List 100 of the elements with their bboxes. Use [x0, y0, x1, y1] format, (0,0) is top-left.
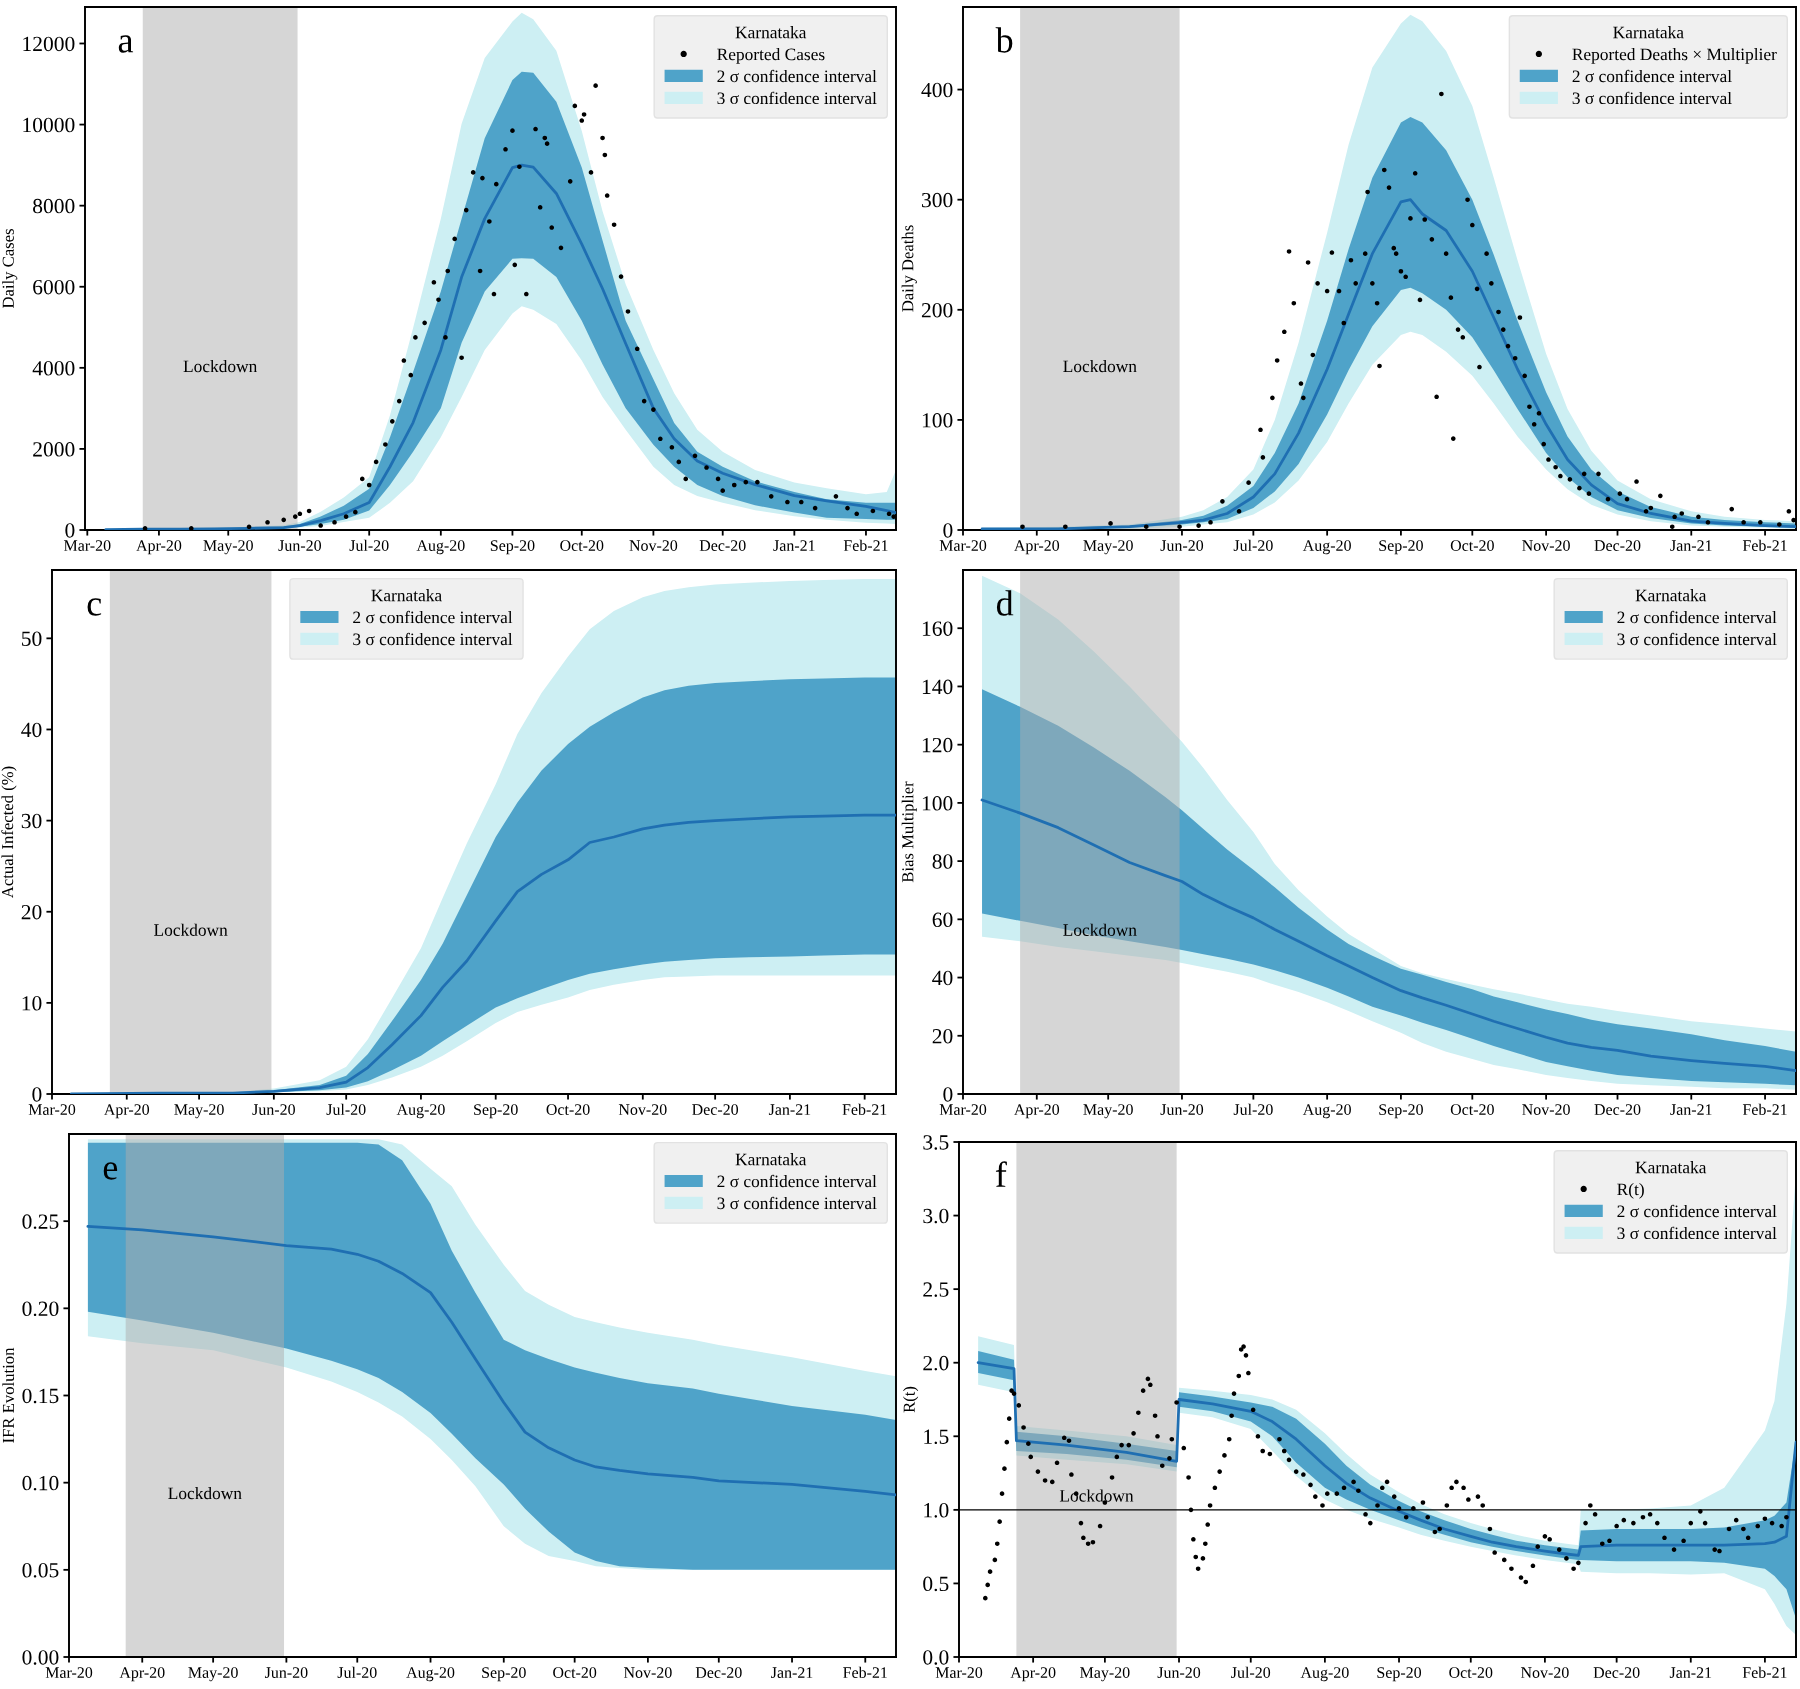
y-tick-label: 1.5 [924, 1429, 949, 1445]
y-tick-label: 6000 [33, 279, 75, 295]
x-tick-label: Nov-20 [618, 1104, 667, 1115]
y-tick-label: 100 [922, 796, 953, 811]
x-tick-label: Oct-20 [1450, 1104, 1494, 1115]
x-tick-label: Dec-20 [695, 1667, 742, 1678]
y-tick-label: 30 [21, 813, 42, 829]
x-tick-label: May-20 [1083, 540, 1133, 555]
x-tick-label: Aug-20 [396, 1104, 445, 1119]
legend-label: 3 σ confidence interval [717, 91, 877, 105]
x-tick-label: Jul-20 [326, 1103, 366, 1115]
x-tick-label: Jun-20 [1160, 1104, 1204, 1115]
legend-label: Reported Cases [717, 48, 825, 64]
x-tick-label: May-20 [174, 1104, 224, 1119]
x-tick-label: Aug-20 [1302, 540, 1351, 555]
legend-label: 3 σ confidence interval [1617, 1226, 1777, 1240]
y-tick-label: 140 [922, 679, 953, 695]
x-tick-label: Jul-20 [1231, 1666, 1271, 1678]
x-tick-label: Jan-21 [1670, 540, 1712, 551]
x-tick-label: Mar-20 [935, 1667, 983, 1678]
y-tick-label: 8000 [33, 198, 75, 214]
y-tick-label: 50 [22, 631, 42, 647]
y-tick-label: 0 [65, 523, 75, 538]
y-tick-label: 10000 [23, 117, 75, 133]
legend-label: Reported Deaths × Multiplier [1572, 48, 1777, 64]
annotation: b [995, 27, 1013, 53]
x-tick-label: Jun-20 [264, 1667, 308, 1678]
x-tick-label: Aug-20 [1300, 1667, 1349, 1682]
x-tick-label: Feb-21 [1742, 1103, 1787, 1115]
x-tick-label: Mar-20 [939, 540, 987, 551]
x-tick-label: Dec-20 [692, 1104, 739, 1115]
x-tick-label: Sep-20 [1379, 1104, 1423, 1119]
y-tick-label: 2000 [33, 442, 75, 457]
y-tick-label: 4000 [32, 360, 75, 376]
y-tick-label: 2.5 [923, 1282, 949, 1297]
legend-label: 2 σ confidence interval [1617, 1204, 1777, 1218]
y-tick-label: 0 [32, 1087, 42, 1102]
y-tick-label: 100 [922, 413, 953, 428]
annotation: a [118, 35, 134, 53]
x-tick-label: Dec-20 [1593, 1667, 1640, 1678]
x-tick-label: Jan-21 [1669, 1667, 1712, 1678]
band-label: Lockdown [168, 1487, 242, 1500]
legend-label: 2 σ confidence interval [717, 1174, 877, 1188]
x-tick-label: Sep-20 [1377, 1667, 1422, 1682]
line-series [980, 798, 1796, 1073]
x-tick-label: Aug-20 [1302, 1104, 1351, 1119]
x-tick-label: Feb-21 [843, 539, 888, 551]
y-tick-label: 0.05 [22, 1562, 59, 1578]
x-tick-label: Jan-21 [768, 1104, 811, 1115]
y-tick-label: 160 [922, 621, 953, 636]
y-axis-title: Bias Multiplier [901, 781, 917, 883]
legend-title: Karnataka [1635, 1161, 1707, 1174]
x-tick-label: Nov-20 [629, 540, 678, 551]
y-axis-title: Daily Deaths [901, 225, 917, 312]
x-tick-label: Jun-20 [278, 540, 322, 551]
y-tick-label: 0.15 [22, 1388, 59, 1404]
x-tick-label: Feb-21 [842, 1103, 887, 1115]
x-tick-label: Dec-20 [699, 540, 746, 551]
x-tick-label: Feb-21 [1742, 539, 1787, 551]
x-tick-label: Jan-21 [771, 1667, 813, 1678]
y-tick-label: 1.0 [924, 1503, 949, 1518]
band-label: Lockdown [154, 923, 228, 936]
band-label: Lockdown [1063, 360, 1137, 373]
x-tick-label: Jul-20 [337, 1666, 377, 1678]
x-tick-label: Jan-21 [773, 540, 815, 551]
legend-title: Karnataka [371, 589, 442, 602]
y-tick-label: 0 [943, 1087, 953, 1102]
x-tick-label: Oct-20 [560, 540, 604, 551]
x-tick-label: Dec-20 [1594, 540, 1641, 551]
x-tick-label: Sep-20 [490, 540, 535, 555]
y-tick-label: 12000 [23, 36, 75, 52]
legend-label: R(t) [1617, 1183, 1644, 1199]
x-tick-label: Jul-20 [349, 539, 389, 551]
x-tick-label: Jun-20 [1157, 1667, 1201, 1678]
legend-title: Karnataka [735, 1153, 807, 1166]
annotation: c [87, 598, 102, 616]
line-series [69, 813, 896, 1094]
band-label: Lockdown [1059, 1489, 1134, 1502]
legend-label: 2 σ confidence interval [353, 610, 513, 624]
x-tick-label: Jan-21 [1670, 1104, 1712, 1115]
y-tick-label: 400 [921, 82, 953, 98]
legend-label: 3 σ confidence interval [353, 632, 513, 646]
x-tick-label: May-20 [203, 540, 253, 555]
y-axis-title: R(t) [903, 1386, 919, 1413]
x-tick-label: Oct-20 [1450, 540, 1494, 551]
y-axis-title: Actual Infected (%) [1, 766, 17, 898]
y-tick-label: 0.10 [22, 1475, 59, 1491]
x-tick-label: Nov-20 [1520, 1667, 1569, 1678]
x-tick-label: Jul-20 [1233, 539, 1273, 551]
y-axis-title: IFR Evolution [2, 1347, 15, 1443]
x-tick-label: May-20 [188, 1667, 238, 1682]
legend-label: 3 σ confidence interval [717, 1196, 877, 1210]
x-tick-label: Mar-20 [28, 1104, 76, 1115]
legend-label: 2 σ confidence interval [1617, 610, 1777, 624]
x-tick-label: Jun-20 [252, 1104, 295, 1115]
legend-title: Karnataka [735, 26, 807, 39]
x-tick-label: Feb-21 [1742, 1666, 1787, 1678]
x-tick-label: Apr-20 [119, 1667, 165, 1682]
y-tick-label: 10 [22, 996, 42, 1011]
y-tick-label: 0.20 [22, 1301, 59, 1317]
